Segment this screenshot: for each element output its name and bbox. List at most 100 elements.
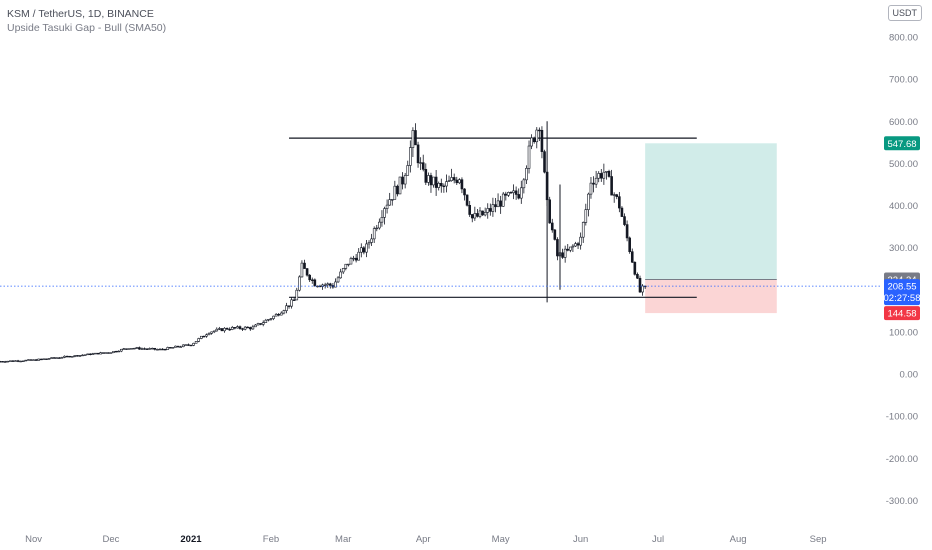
candle-body <box>264 319 268 323</box>
candle-body <box>447 180 451 182</box>
candle-body <box>233 327 237 329</box>
time-axis[interactable]: Nov Dec 2021 Feb Mar Apr May Jun Jul Aug Sep <box>25 534 826 545</box>
x-tick-label: Feb <box>263 534 279 545</box>
candle-body <box>486 208 490 213</box>
candle-body <box>298 276 301 291</box>
candle-body <box>112 350 115 353</box>
candle-body <box>535 129 539 143</box>
candle-body <box>390 199 394 201</box>
symbol-title[interactable]: KSM / TetherUS, 1D, BINANCE <box>7 8 154 20</box>
candle-body <box>519 187 523 199</box>
candle-body <box>184 344 188 346</box>
candle-body <box>427 175 430 183</box>
candle-body <box>522 179 526 189</box>
candle-body <box>70 356 74 358</box>
candle-body <box>421 162 425 170</box>
countdown-label: 02:27:58 <box>884 293 921 304</box>
stop-zone[interactable] <box>645 279 777 314</box>
y-tick-label: 0.00 <box>900 370 919 381</box>
candle-body <box>91 353 95 355</box>
candle-body <box>424 169 428 183</box>
candle-body <box>359 247 363 253</box>
candle-body <box>189 344 193 347</box>
candle-body <box>633 261 637 275</box>
candle-body <box>561 252 564 258</box>
candle-body <box>491 204 495 212</box>
candle-body <box>483 212 487 216</box>
candle-body <box>553 229 557 240</box>
candle-body <box>605 171 608 173</box>
candle-body <box>76 355 79 357</box>
candle-body <box>579 236 582 246</box>
candle-body <box>406 165 410 176</box>
candle-body <box>507 192 510 196</box>
candle-body <box>223 327 226 332</box>
candle-body <box>538 129 541 132</box>
candle-body <box>166 347 170 350</box>
candle-body <box>589 182 593 195</box>
x-tick-label: Aug <box>730 534 747 545</box>
candle-body <box>127 348 131 350</box>
candle-body <box>192 342 195 346</box>
candle-body <box>254 324 257 328</box>
x-tick-label: Nov <box>25 534 42 545</box>
candle-body <box>437 183 441 188</box>
candle-body <box>452 177 456 181</box>
candle-body <box>109 352 113 354</box>
target-zone[interactable] <box>645 143 777 280</box>
candle-body <box>532 137 536 143</box>
candle-body <box>556 239 559 257</box>
candle-body <box>305 268 309 276</box>
candle-body <box>94 352 97 355</box>
candle-body <box>512 190 515 193</box>
candle-body <box>618 196 621 209</box>
candle-body <box>416 144 420 164</box>
candle-body <box>628 237 631 252</box>
candle-body <box>566 248 570 251</box>
candle-body <box>274 314 278 317</box>
candle-body <box>403 174 407 185</box>
candle-body <box>21 360 25 363</box>
candle-body <box>104 352 108 354</box>
candle-body <box>210 331 213 334</box>
candle-body <box>458 179 461 184</box>
candle-body <box>107 352 110 354</box>
candle-body <box>277 314 281 316</box>
candle-body <box>236 326 239 329</box>
candle-body <box>481 210 484 216</box>
candle-body <box>445 181 448 187</box>
candle-body <box>499 200 502 207</box>
candle-body <box>489 208 492 212</box>
currency-button[interactable]: USDT <box>887 5 922 21</box>
candle-body <box>455 179 459 184</box>
candle-body <box>478 210 482 217</box>
candle-body <box>630 251 634 263</box>
y-tick-label: 100.00 <box>889 327 918 338</box>
candle-body <box>334 281 337 288</box>
candle-body <box>117 350 121 353</box>
candle-body <box>228 328 231 331</box>
x-tick-label: Jun <box>573 534 588 545</box>
candle-body <box>349 258 353 265</box>
candle-body <box>602 171 606 179</box>
y-tick-label: 400.00 <box>889 201 918 212</box>
candle-body <box>316 285 319 288</box>
candle-body <box>45 358 48 360</box>
candle-body <box>119 348 123 352</box>
candle-body <box>1 361 4 363</box>
indicator-title[interactable]: Upside Tasuki Gap - Bull (SMA50) <box>7 22 167 34</box>
candle-body <box>14 360 17 362</box>
candle-body <box>58 357 61 359</box>
candle-body <box>367 242 371 245</box>
candle-body <box>259 323 262 325</box>
candle-body <box>300 262 304 278</box>
candle-body <box>401 176 404 185</box>
price-axis[interactable]: 800.00700.00600.00500.00400.00300.00200.… <box>886 33 918 507</box>
candle-body <box>569 246 572 251</box>
candle-body <box>65 355 69 358</box>
candle-body <box>303 262 306 269</box>
x-tick-label: May <box>492 534 510 545</box>
candle-body <box>55 357 59 359</box>
candle-body <box>468 205 471 215</box>
